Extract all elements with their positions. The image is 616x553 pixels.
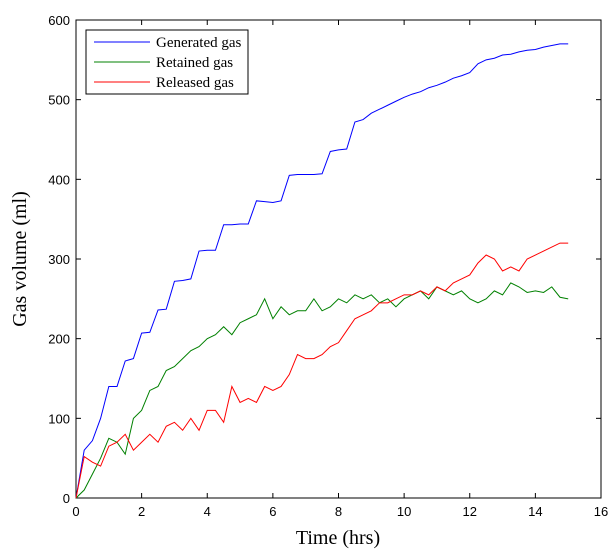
x-axis-label: Time (hrs) — [296, 527, 380, 549]
y-tick-label: 0 — [63, 491, 70, 506]
x-tick-label: 2 — [138, 504, 145, 519]
legend-label: Generated gas — [156, 35, 242, 51]
x-tick-label: 4 — [204, 504, 211, 519]
x-tick-label: 16 — [594, 504, 608, 519]
plot-box — [75, 19, 602, 499]
series-line — [75, 43, 569, 499]
y-tick-label: 500 — [48, 93, 70, 108]
y-tick-label: 200 — [48, 332, 70, 347]
x-tick-label: 8 — [335, 504, 342, 519]
x-tick-label: 10 — [397, 504, 411, 519]
series-line — [75, 242, 569, 499]
x-tick-label: 0 — [72, 504, 79, 519]
y-tick-label: 600 — [48, 13, 70, 28]
x-tick-label: 14 — [528, 504, 542, 519]
y-tick-label: 100 — [48, 411, 70, 426]
y-tick-label: 300 — [48, 252, 70, 267]
x-tick-label: 12 — [463, 504, 477, 519]
y-tick-label: 400 — [48, 172, 70, 187]
y-axis-label: Gas volume (ml) — [9, 191, 31, 327]
legend-label: Retained gas — [156, 55, 233, 71]
x-tick-label: 6 — [269, 504, 276, 519]
legend-label: Released gas — [156, 75, 234, 91]
series-line — [75, 282, 569, 499]
